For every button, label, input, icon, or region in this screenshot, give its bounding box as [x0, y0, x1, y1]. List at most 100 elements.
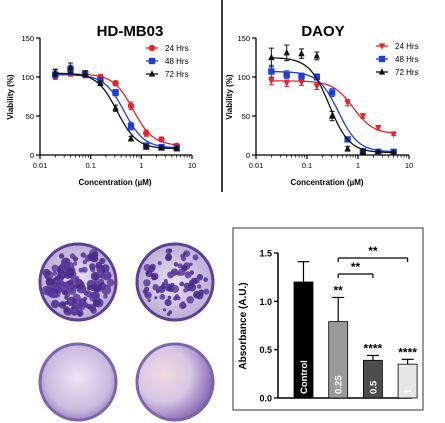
colony-spot	[75, 302, 80, 308]
significance-star: ****	[398, 345, 417, 359]
data-point	[173, 144, 180, 152]
colony-spot	[51, 264, 59, 272]
colony-spot	[158, 285, 166, 293]
x-tick-label: 10	[405, 161, 413, 170]
data-point	[97, 79, 104, 86]
colony-spot	[157, 261, 162, 266]
y-tick-label: 0.5	[259, 345, 272, 355]
significance-marks: ** **	[337, 244, 409, 278]
data-point	[283, 71, 290, 78]
data-point	[390, 148, 397, 156]
data-point	[268, 68, 275, 75]
colony-spot	[143, 279, 151, 287]
colony-spot	[87, 285, 93, 291]
data-point	[148, 57, 156, 65]
viability-chart-daoy: DAOY 0 50 100 150 0.01 0.1 1 10 Concentration (…	[225, 23, 419, 187]
colony-spot	[190, 277, 198, 284]
bracket-label: **	[368, 244, 378, 258]
data-point	[268, 78, 275, 85]
data-point	[127, 134, 135, 142]
data-point	[148, 70, 156, 77]
x-tick-label: 0.01	[249, 161, 264, 170]
colony-spot	[83, 296, 88, 301]
data-point	[328, 89, 336, 96]
data-point	[375, 125, 382, 132]
fit-curve	[271, 80, 394, 134]
colony-spot	[42, 268, 51, 277]
colony-spot	[168, 248, 173, 253]
colony-spot	[203, 288, 210, 295]
x-tick-label: 10	[188, 161, 196, 170]
colony-spot	[95, 261, 102, 268]
colony-spot	[64, 292, 71, 298]
colony-spot	[144, 291, 152, 299]
colony-spot	[186, 288, 191, 292]
x-axis-label: Concentration (µM)	[290, 178, 363, 187]
legend-label: 48 Hrs	[165, 57, 189, 66]
chart-title: DAOY	[301, 23, 344, 40]
colony-spots	[41, 248, 115, 317]
data-point	[378, 55, 386, 63]
legend-label: 24 Hrs	[165, 44, 189, 53]
data-point	[298, 49, 305, 57]
colony-spot	[92, 299, 101, 307]
colony-spot	[192, 254, 199, 261]
colony-spot	[154, 296, 158, 300]
colony-spot	[147, 298, 151, 303]
significance-star: **	[334, 283, 344, 297]
data-point	[143, 143, 150, 150]
colony-spot	[183, 250, 191, 257]
chart-legend: 24 Hrs 48 Hrs 72 Hrs	[146, 44, 189, 79]
colony-spot	[58, 253, 65, 259]
colony-spot	[105, 273, 112, 279]
absorbance-bar-chart: 0.0 0.5 1.0 1.5 Absorbance (A.U.) Control 0.…	[232, 227, 424, 411]
chart-series	[52, 62, 180, 152]
colony-spot	[80, 252, 86, 258]
colony-spot	[50, 299, 60, 309]
colony-spot	[83, 290, 89, 296]
data-point	[143, 129, 150, 137]
colony-spot	[106, 278, 115, 287]
colony-spot	[151, 274, 157, 281]
colony-spot	[184, 271, 192, 279]
chart-bars: Control 0.25 ** 0.5 **** 1 ****	[293, 261, 418, 399]
colony-spot	[179, 281, 185, 287]
colony-spot	[193, 290, 201, 299]
y-tick-label: 50	[242, 112, 250, 121]
colony-plates-photo	[30, 218, 230, 423]
chart-tick-labels: 0.0 0.5 1.0 1.5	[259, 249, 272, 404]
colony-spot	[173, 296, 178, 301]
colony-spot	[64, 300, 70, 305]
data-point	[52, 69, 59, 76]
data-point	[344, 100, 351, 107]
colony-spot	[58, 301, 67, 309]
colony-spot	[166, 312, 171, 317]
colony-spot	[73, 261, 78, 266]
data-point	[158, 136, 165, 143]
x-tick-label: 0.1	[302, 161, 312, 170]
colony-spot	[91, 291, 100, 300]
chart-legend: 24 Hrs 48 Hrs 72 Hrs	[376, 42, 419, 77]
y-axis-label: Viability (%)	[225, 74, 234, 120]
data-point	[359, 113, 367, 120]
significance-star: ****	[364, 341, 383, 355]
colony-spot	[165, 254, 172, 262]
y-tick-label: 1.0	[259, 297, 272, 307]
colony-spot	[53, 283, 60, 290]
y-tick-label: 150	[237, 34, 250, 43]
data-point	[375, 148, 382, 155]
data-point	[112, 80, 119, 87]
fit-curve	[55, 74, 177, 149]
colony-spot	[203, 277, 208, 282]
bar-label: Control	[299, 360, 310, 394]
chart-tick-labels: 0 50 100 150 0.01 0.1 1 10	[21, 34, 196, 170]
data-point	[127, 102, 135, 110]
colony-spot	[68, 286, 77, 296]
colony-spots	[142, 248, 210, 317]
y-tick-label: 100	[237, 73, 250, 82]
colony-spot	[65, 261, 75, 271]
data-point	[283, 49, 290, 56]
y-axis-label: Viability (%)	[6, 74, 15, 120]
colony-spot	[44, 274, 49, 279]
colony-spot	[63, 306, 70, 313]
